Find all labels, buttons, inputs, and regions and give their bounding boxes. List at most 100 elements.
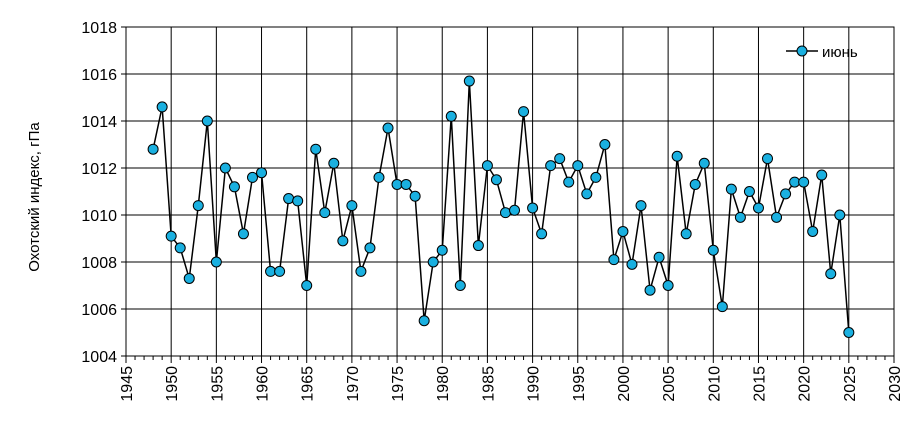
data-point [228,181,240,193]
x-tick-label: 1965 [300,366,317,402]
data-point [490,174,502,186]
x-tick-label: 2010 [706,366,723,402]
data-point [599,139,611,150]
y-axis: 1004 1006 1008 1010 1012 1014 1016 1018 [81,20,126,366]
data-point [246,171,258,183]
data-point [780,188,792,200]
data-point [436,244,448,256]
data-point [409,190,421,202]
data-point [653,251,665,263]
data-point [545,160,557,172]
data-point [382,122,394,134]
data-point [716,301,728,313]
grid [126,27,894,356]
data-point [201,115,213,127]
y-axis-label: Охотский индекс, гПа [26,122,43,272]
x-tick-label: 1960 [255,366,272,402]
data-point [391,178,403,190]
data-point [156,101,168,113]
legend-marker [796,45,808,57]
data-point [581,188,593,200]
data-point [725,183,737,195]
x-tick-label: 2015 [751,366,768,402]
data-point [671,150,683,162]
y-tick-label: 1006 [81,302,117,319]
data-point [635,200,647,212]
data-point [554,153,566,165]
data-point [237,228,249,240]
data-point [418,315,430,327]
data-point [319,207,331,219]
data-point [734,211,746,223]
data-point [807,225,819,237]
y-tick-label: 1008 [81,255,117,272]
data-point [183,272,195,284]
x-tick-label: 1995 [571,366,588,402]
x-tick-label: 2000 [616,366,633,402]
data-point [454,280,466,291]
data-point [536,228,548,240]
data-point [310,143,322,155]
data-point [301,280,313,291]
data-point [328,157,340,169]
x-tick-label: 1970 [345,366,362,402]
data-point [445,110,457,122]
data-point [400,178,412,190]
data-point [292,195,304,207]
data-point [274,265,286,277]
data-point [355,265,367,277]
data-point [698,157,710,169]
data-point [192,200,204,212]
data-point [427,256,439,268]
data-point [147,143,159,155]
x-tick-label: 2025 [842,366,859,402]
data-point [662,280,674,291]
data-point [337,235,349,247]
x-tick-label: 2030 [887,366,904,402]
data-point [364,242,376,254]
data-point [680,228,692,240]
data-point [472,240,484,252]
x-tick-label: 2020 [797,366,814,402]
data-point [617,225,629,237]
data-point [762,153,774,165]
data-point [527,202,539,214]
data-point [752,202,764,214]
data-point [346,200,358,212]
y-tick-label: 1014 [81,114,117,131]
data-point [518,106,530,118]
data-point [798,176,810,188]
x-tick-label: 2005 [661,366,678,402]
data-point [707,244,719,256]
data-point [816,169,828,181]
data-point [174,242,186,254]
x-tick-label: 1955 [209,366,226,402]
x-tick-label: 1950 [164,366,181,402]
y-tick-label: 1012 [81,161,117,178]
series-line [152,81,850,333]
data-point [626,258,638,270]
data-point [256,167,268,179]
x-tick-label: 1980 [435,366,452,402]
y-tick-label: 1010 [81,208,117,225]
data-point [219,162,231,174]
data-point [843,327,855,338]
data-point [789,176,801,188]
data-point [463,75,475,87]
data-point [210,256,222,268]
data-point [771,211,783,223]
data-point [165,230,177,242]
data-point [499,207,511,219]
series [147,75,855,338]
x-tick-label: 1985 [480,366,497,402]
legend-label: июнь [822,44,858,61]
y-tick-label: 1018 [81,20,117,37]
y-tick-label: 1004 [81,349,117,366]
plot-area [125,26,895,357]
data-point [509,204,521,216]
legend: июнь [786,44,858,61]
data-point [689,178,701,190]
data-point [481,160,493,172]
data-point [644,284,656,296]
